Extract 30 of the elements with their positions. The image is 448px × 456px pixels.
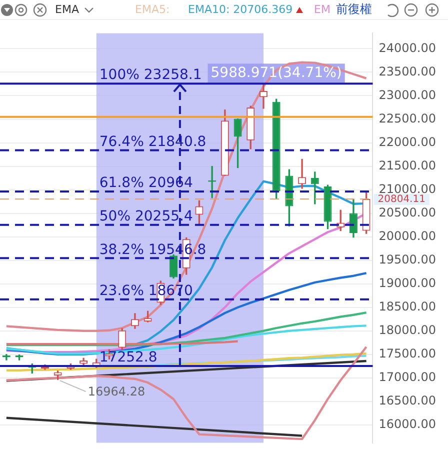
ref-line-label: 61.8% 20964 xyxy=(99,175,193,192)
ref-line-label: 20804.11 xyxy=(378,194,426,206)
ref-line-label: 100% 23258.1 xyxy=(99,67,202,84)
y-tick-label: 20000.00 xyxy=(378,228,436,243)
ref-line-label: 50% 20255.4 xyxy=(99,208,193,224)
candlestick xyxy=(298,158,306,189)
y-tick-label: 18500.00 xyxy=(378,299,436,314)
y-tick-label: 23000.00 xyxy=(378,88,436,102)
text: EMA10: 20706.369 xyxy=(188,2,293,17)
text: EM xyxy=(314,2,330,17)
y-tick-label: 20500.00 xyxy=(378,205,436,220)
y-tick-label: 17500.00 xyxy=(378,346,436,361)
text: EMA5: xyxy=(135,2,170,17)
y-tick-label: 16000.00 xyxy=(378,417,436,432)
y-tick-label: 24000.00 xyxy=(378,40,436,55)
y-tick-label: 23500.00 xyxy=(378,64,436,78)
y-tick-label: 16500.00 xyxy=(378,394,436,408)
y-tick-label: 19500.00 xyxy=(378,252,436,266)
annotation: 16964.28 xyxy=(88,384,146,399)
y-tick-label: 21000.00 xyxy=(378,182,436,196)
text: 前復權 xyxy=(336,2,372,17)
ref-line-label: 17252.8 xyxy=(99,350,158,366)
y-tick-label: 18000.00 xyxy=(378,323,436,337)
y-tick-label: 19000.00 xyxy=(378,276,436,290)
y-tick-label: 22500.00 xyxy=(378,111,436,126)
y-tick-label: 17000.00 xyxy=(378,370,436,384)
ref-line-label: 76.4% 21840.8 xyxy=(99,134,206,150)
y-tick-label: 21500.00 xyxy=(378,158,436,172)
y-tick-label: 22000.00 xyxy=(378,134,436,149)
text: EMA xyxy=(55,2,79,17)
